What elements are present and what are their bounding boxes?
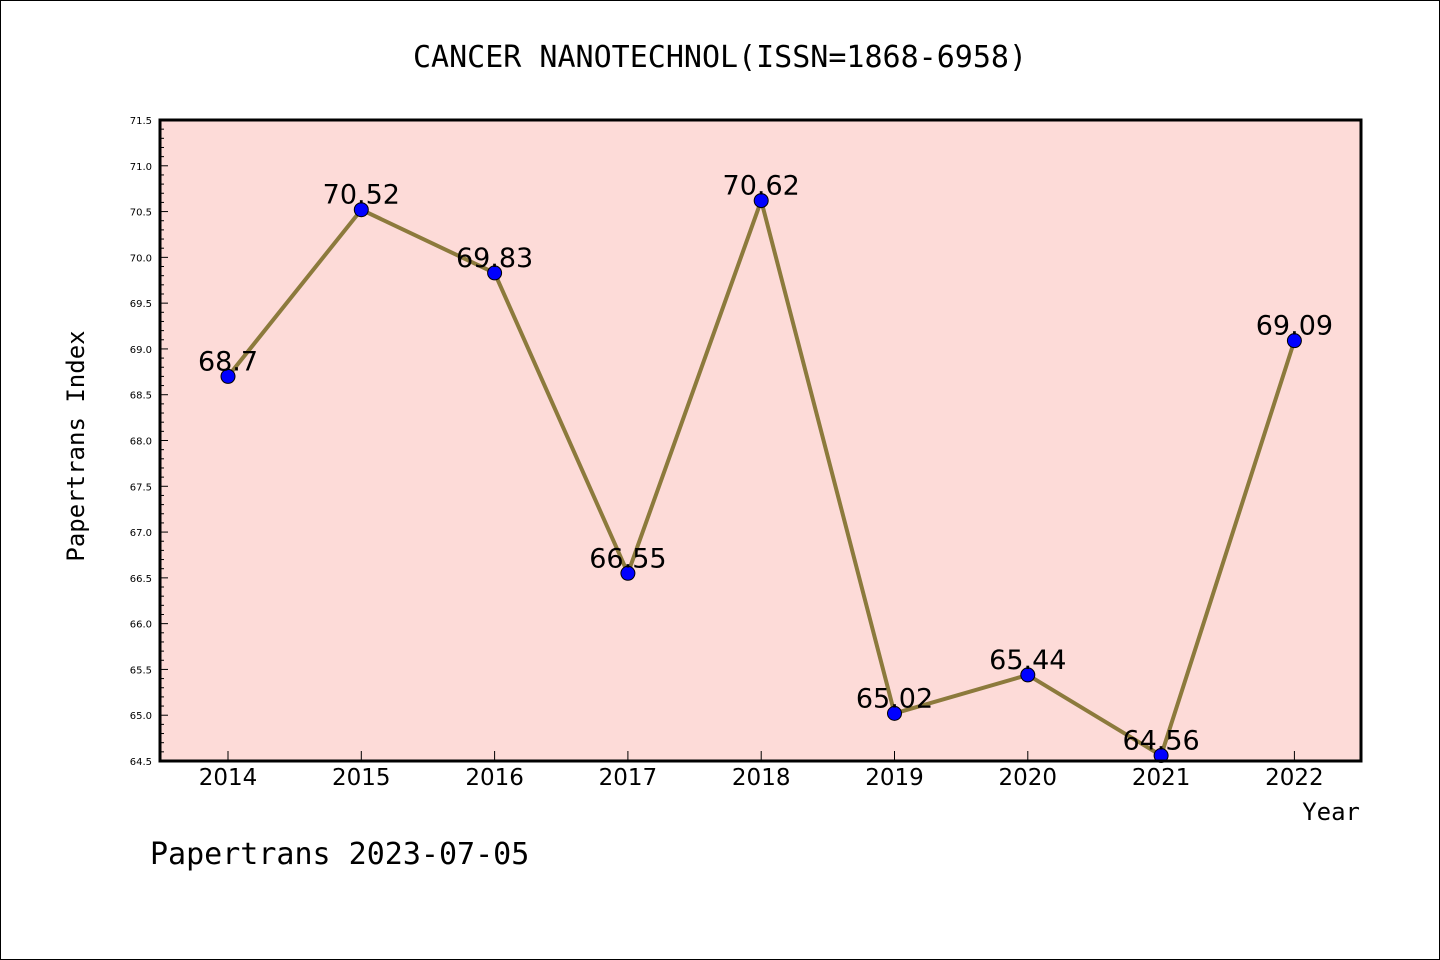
y-tick-label: 65.5 bbox=[130, 665, 152, 676]
x-axis: 2014 2015 2016 2017 2018 2019 2020 2021 2022 bbox=[199, 751, 1324, 791]
data-point bbox=[753, 193, 769, 209]
footer-text: Papertrans 2023-07-05 bbox=[150, 837, 529, 872]
data-point bbox=[1286, 333, 1302, 349]
y-tick-label: 69.0 bbox=[130, 345, 152, 356]
plot-border bbox=[158, 118, 1363, 763]
data-label: 64.56 bbox=[1122, 726, 1199, 757]
data-label: 65.44 bbox=[989, 645, 1066, 676]
data-label: 69.09 bbox=[1256, 311, 1333, 342]
x-tick-label: 2019 bbox=[865, 765, 924, 791]
y-tick-label: 66.5 bbox=[130, 574, 152, 585]
x-tick-label: 2022 bbox=[1265, 765, 1324, 791]
y-tick-label: 64.5 bbox=[130, 757, 152, 768]
y-axis-label: Papertrans Index bbox=[62, 330, 90, 561]
y-tick-label: 69.5 bbox=[130, 299, 152, 310]
y-tick-label: 65.0 bbox=[130, 711, 152, 722]
data-point bbox=[1020, 667, 1036, 683]
data-point bbox=[487, 265, 503, 281]
x-tick-label: 2015 bbox=[332, 765, 391, 791]
data-labels: 68.7 70.52 69.83 66.55 70.62 65.02 65.44 64.56 6… bbox=[198, 171, 1333, 757]
x-axis-label: Year bbox=[1302, 798, 1360, 826]
data-label: 70.52 bbox=[323, 180, 400, 211]
y-tick-label: 70.0 bbox=[130, 253, 152, 264]
data-markers bbox=[220, 193, 1302, 764]
x-tick-label: 2021 bbox=[1132, 765, 1191, 791]
y-tick-label: 67.0 bbox=[130, 528, 152, 539]
data-point bbox=[1153, 748, 1169, 764]
data-point bbox=[887, 705, 902, 721]
data-point bbox=[353, 202, 369, 218]
y-tick-label: 67.5 bbox=[130, 482, 152, 493]
y-tick-label: 71.5 bbox=[130, 116, 152, 127]
x-tick-label: 2017 bbox=[599, 765, 658, 791]
x-tick-label: 2020 bbox=[999, 765, 1058, 791]
x-tick-label: 2016 bbox=[465, 765, 524, 791]
data-point bbox=[220, 368, 236, 384]
chart-title: CANCER NANOTECHNOL(ISSN=1868-6958) bbox=[413, 40, 1027, 75]
data-label: 70.62 bbox=[723, 171, 800, 202]
x-tick-label: 2014 bbox=[199, 765, 258, 791]
y-tick-label: 68.5 bbox=[130, 391, 152, 402]
data-label: 69.83 bbox=[456, 243, 533, 274]
y-tick-label: 71.0 bbox=[130, 162, 152, 173]
x-tick-label: 2018 bbox=[732, 765, 791, 791]
data-point bbox=[620, 565, 636, 581]
y-tick-label: 70.5 bbox=[130, 208, 152, 219]
y-tick-label: 66.0 bbox=[130, 620, 152, 631]
y-tick-label: 68.0 bbox=[130, 437, 152, 448]
data-label: 66.55 bbox=[589, 543, 666, 574]
plot-area bbox=[160, 120, 1361, 761]
data-label: 65.02 bbox=[856, 683, 933, 714]
data-label: 68.7 bbox=[198, 346, 258, 377]
